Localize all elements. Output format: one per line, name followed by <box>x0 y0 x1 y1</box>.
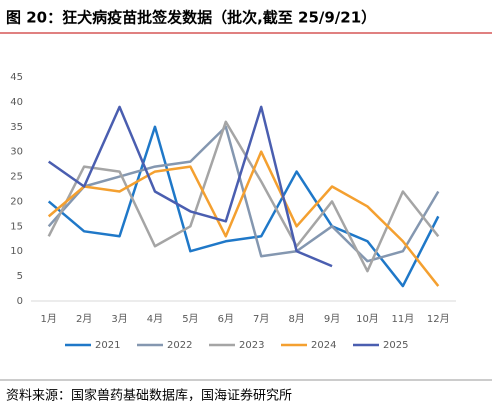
series-line <box>47 150 440 287</box>
legend-label: 2025 <box>383 340 408 351</box>
x-tick-label: 5月 <box>182 313 198 325</box>
x-tick-label: 11月 <box>392 313 415 325</box>
x-tick-label: 1月 <box>41 313 57 325</box>
y-tick-label: 0 <box>17 296 23 307</box>
y-tick-label: 35 <box>10 122 23 133</box>
y-tick-label: 30 <box>10 147 23 158</box>
x-tick-label: 9月 <box>324 313 340 325</box>
source: 资料来源：国家兽药基础数据库，国海证券研究所 <box>6 388 292 404</box>
legend-label: 2023 <box>239 340 264 351</box>
x-tick-label: 8月 <box>288 313 304 325</box>
legend-label: 2022 <box>167 340 192 351</box>
series-line <box>47 120 440 273</box>
y-tick-label: 15 <box>10 221 23 232</box>
x-tick-label: 6月 <box>218 313 234 325</box>
x-tick-label: 3月 <box>111 313 127 325</box>
y-tick-label: 10 <box>10 246 23 257</box>
series-line <box>47 105 333 268</box>
x-tick-label: 4月 <box>147 313 163 325</box>
series-line <box>47 125 440 288</box>
legend-label: 2024 <box>311 340 336 351</box>
x-tick-label: 7月 <box>253 313 269 325</box>
y-tick-label: 25 <box>10 172 23 183</box>
y-tick-label: 45 <box>10 72 23 83</box>
x-tick-label: 12月 <box>427 313 450 325</box>
x-tick-label: 2月 <box>76 313 92 325</box>
y-tick-label: 40 <box>10 97 23 108</box>
x-tick-label: 10月 <box>356 313 379 325</box>
legend-label: 2021 <box>95 340 120 351</box>
y-tick-label: 20 <box>10 196 23 207</box>
y-tick-label: 5 <box>17 271 23 282</box>
chart-title: 图 20：狂犬病疫苗批签发数据（批次,截至 25/9/21） <box>6 9 376 27</box>
